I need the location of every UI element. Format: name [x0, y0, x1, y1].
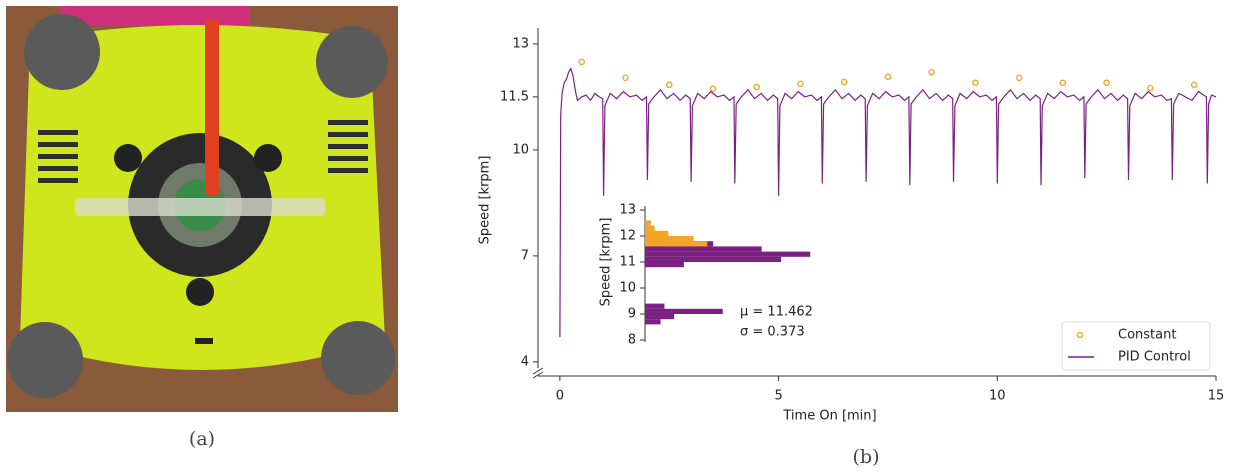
legend-label: PID Control: [1118, 350, 1191, 365]
scatter-point: [928, 68, 935, 76]
caption: (b): [853, 446, 880, 468]
caption: (a): [189, 428, 215, 450]
x-tick-label: 15: [1208, 389, 1225, 404]
y-tick-label: 10: [619, 281, 636, 296]
legend-box: [1061, 321, 1211, 371]
photo: [6, 6, 398, 412]
scatter-point: [753, 83, 761, 91]
histogram-bar: [645, 241, 708, 247]
scatter-point: [622, 74, 629, 82]
y-axis-label: Speed [krpm]: [478, 156, 493, 245]
histogram-bar: [645, 308, 723, 314]
scatter-point: [709, 85, 717, 93]
histogram-bar: [645, 220, 651, 226]
histogram-bar: [645, 251, 811, 257]
scatter-point: [665, 81, 673, 89]
y-tick-label: 13: [512, 36, 529, 51]
histogram-bar: [645, 256, 782, 262]
histogram-bar: [645, 246, 762, 252]
scatter-point: [1103, 79, 1110, 87]
line-series: [559, 67, 1217, 338]
histogram-bar: [645, 319, 661, 325]
scatter-point: [1059, 79, 1067, 87]
y-tick-label: 11.5: [500, 89, 529, 104]
axis-break: [532, 367, 544, 379]
annotation: μ = 11.462: [740, 305, 813, 320]
histogram-bar: [645, 314, 675, 320]
scatter-point: [1190, 81, 1198, 89]
x-tick-label: 0: [556, 389, 564, 404]
x-tick-label: 10: [989, 389, 1006, 404]
scatter-point: [1015, 74, 1023, 82]
y-tick-label: 13: [619, 203, 636, 218]
x-axis-label: Time On [min]: [782, 409, 876, 424]
scatter-point: [1147, 84, 1154, 92]
scatter-point: [972, 79, 979, 87]
inset-y-axis-label: Speed [krpm]: [599, 218, 614, 307]
legend-label: Constant: [1118, 328, 1176, 343]
histogram-bar: [645, 303, 665, 309]
y-tick-label: 4: [521, 354, 529, 369]
histogram-bar: [645, 236, 694, 242]
y-tick-label: 8: [628, 333, 636, 348]
legend-marker: [1076, 331, 1084, 339]
y-tick-label: 7: [521, 248, 529, 263]
y-tick-label: 9: [628, 307, 636, 322]
y-tick-label: 12: [619, 229, 636, 244]
annotation: σ = 0.373: [740, 325, 805, 340]
y-tick-label: 10: [512, 142, 529, 157]
scatter-point: [797, 80, 804, 88]
histogram-bar: [645, 262, 684, 268]
histogram-bar: [645, 230, 669, 236]
y-tick-label: 11: [619, 255, 636, 270]
scatter-point: [884, 73, 892, 81]
histogram-bar: [645, 225, 655, 231]
scatter-point: [578, 58, 586, 66]
x-tick-label: 5: [774, 389, 782, 404]
scatter-point: [840, 78, 848, 86]
